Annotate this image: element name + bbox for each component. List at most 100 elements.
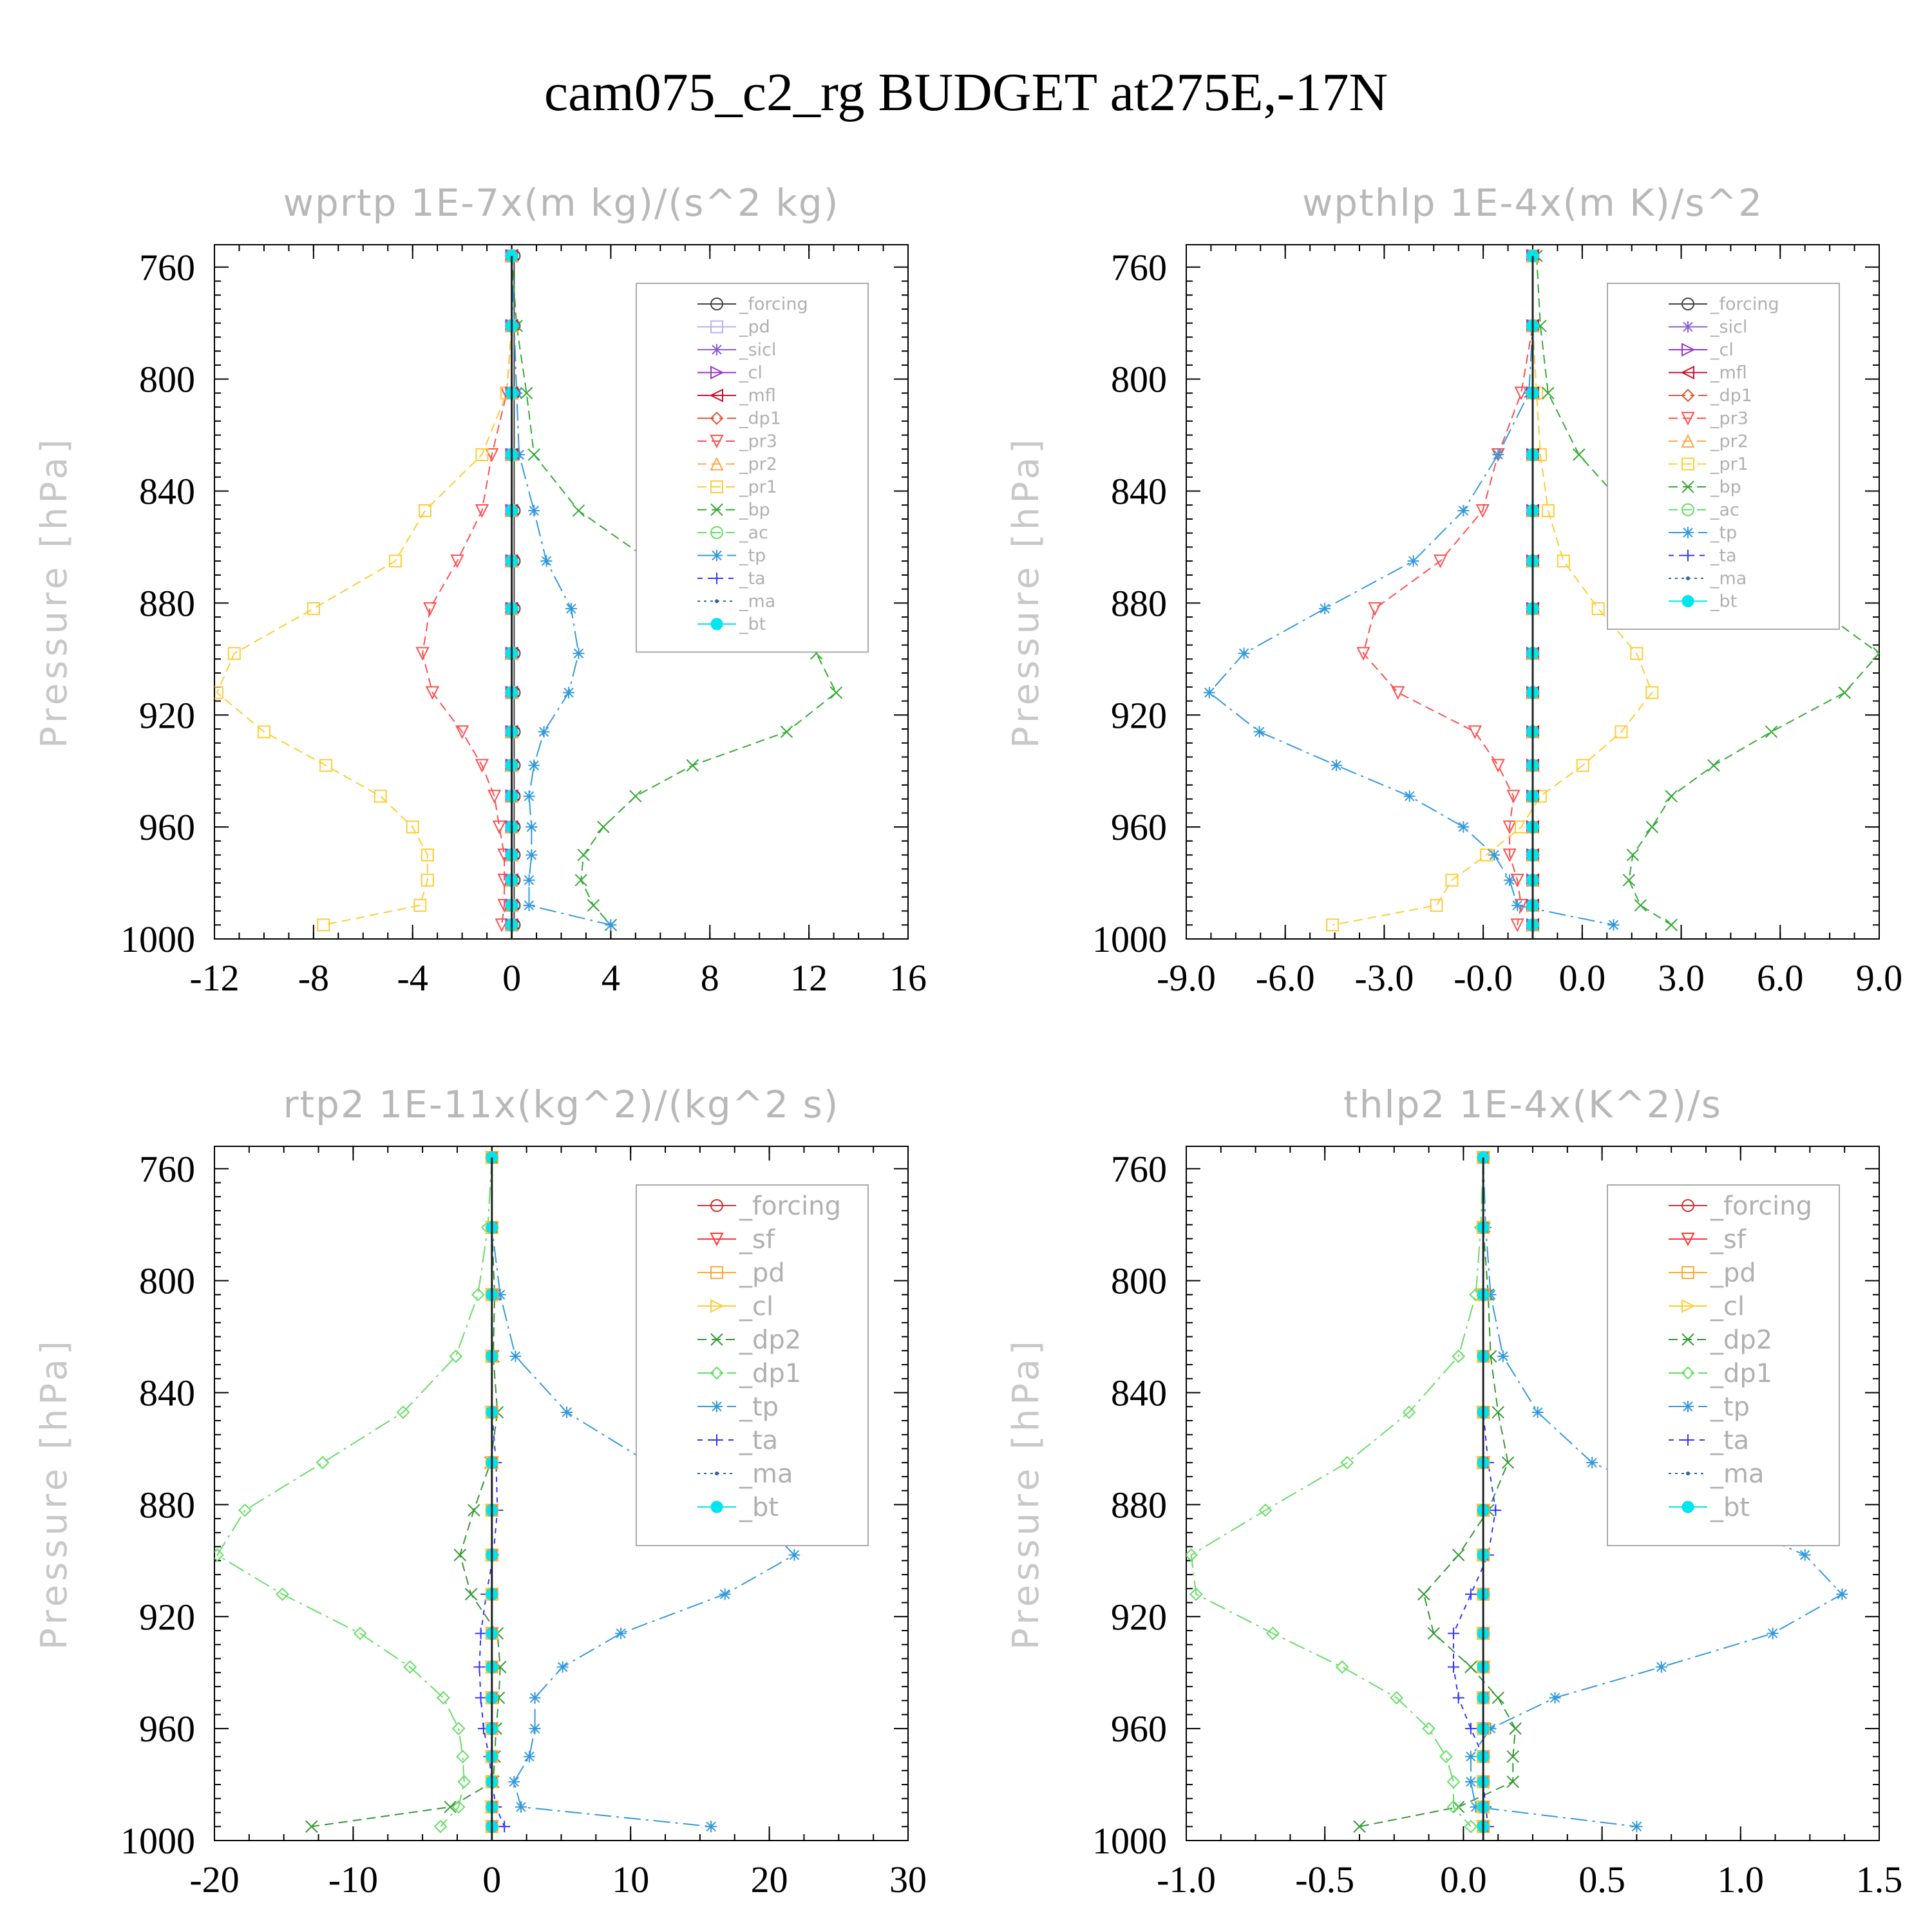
- legend-marker: [710, 1266, 723, 1279]
- data-point-tp: [523, 874, 535, 886]
- data-point-tp: [509, 1350, 522, 1363]
- data-point-ta: [473, 1661, 486, 1673]
- legend-marker: [710, 435, 724, 449]
- data-point-tp: [1586, 1457, 1598, 1469]
- legend-label-dp1: _dp1: [739, 1359, 801, 1388]
- data-point-pr3: [1368, 602, 1382, 616]
- data-point-pr1: [1430, 898, 1443, 912]
- y-tick-label: 760: [139, 247, 195, 289]
- legend-label-pd: _pd: [739, 1258, 785, 1288]
- y-tick-label: 1000: [1092, 918, 1167, 960]
- data-point-bp: [1622, 874, 1636, 887]
- legend-label-pr2: _pr2: [739, 455, 777, 475]
- data-point-ta: [1464, 1588, 1477, 1600]
- legend-label-cl: _cl: [739, 1292, 773, 1321]
- data-point-pr3: [475, 759, 489, 773]
- legend-marker: [1681, 412, 1695, 426]
- data-point-tp: [529, 1692, 541, 1704]
- y-tick-label: 760: [1111, 247, 1167, 289]
- legend-marker: [1682, 1401, 1694, 1412]
- data-point-tp: [1484, 1289, 1497, 1301]
- data-point-pr1: [1576, 759, 1589, 772]
- x-tick-label: -12: [189, 957, 239, 999]
- data-point-tp: [561, 1406, 573, 1418]
- data-point-pr1: [1326, 918, 1340, 932]
- data-point-bp: [1707, 759, 1720, 772]
- series-group: [1203, 249, 1879, 939]
- series-line-dp1: [216, 1157, 493, 1827]
- data-point-bp: [1873, 647, 1879, 660]
- data-point-tp: [573, 647, 585, 659]
- legend-label-bt: _bt: [739, 614, 766, 634]
- x-tick-label: 6.0: [1757, 957, 1804, 999]
- data-point-pr1: [374, 790, 387, 803]
- data-point-tp: [540, 555, 553, 567]
- data-point-pr3: [415, 647, 430, 661]
- data-point-dp2: [444, 1801, 457, 1814]
- data-point-bp: [629, 790, 642, 803]
- series-line-dp2: [1359, 1157, 1517, 1828]
- legend-marker: [710, 365, 724, 380]
- data-point-pr1: [475, 448, 489, 462]
- legend-marker: [1681, 388, 1695, 402]
- y-tick-label: 840: [139, 1372, 195, 1414]
- data-point-tp: [719, 1588, 731, 1600]
- legend-label-sf: _sf: [739, 1225, 775, 1255]
- x-tick-label: -3.0: [1355, 957, 1414, 999]
- data-point-dp1: [457, 1775, 471, 1789]
- data-point-tp: [1504, 874, 1516, 886]
- x-tick-label: 9.0: [1856, 957, 1903, 999]
- data-point-bp: [1665, 918, 1678, 931]
- data-point-pr3: [1506, 790, 1520, 804]
- data-point-tp: [515, 1801, 527, 1813]
- legend-label-bt: _bt: [739, 1493, 779, 1522]
- y-axis-label: Pressure [hPa]: [33, 1337, 75, 1650]
- legend-marker: [1686, 576, 1690, 580]
- data-point-tp: [538, 726, 550, 738]
- data-point-tp: [494, 1289, 506, 1301]
- data-point-bp: [572, 504, 585, 517]
- data-point-dp1: [1402, 1405, 1416, 1419]
- legend-marker: [1682, 1434, 1694, 1446]
- legend-label-ta: _ta: [1710, 1426, 1749, 1455]
- legend-marker: [1681, 1501, 1694, 1513]
- data-point-tp: [556, 1661, 569, 1673]
- x-tick-label: -1.0: [1157, 1859, 1216, 1900]
- legend-marker: [1681, 1199, 1694, 1212]
- x-tick-label: -4: [397, 957, 428, 999]
- data-point-dp2: [1492, 1406, 1504, 1419]
- data-point-bp: [577, 848, 590, 862]
- y-tick-label: 880: [139, 582, 195, 624]
- data-point-tp: [523, 1750, 535, 1763]
- data-point-tp: [1631, 1821, 1643, 1833]
- data-point-tp: [513, 449, 526, 461]
- legend-marker: [1681, 1366, 1695, 1380]
- data-point-dp1: [1439, 1750, 1453, 1764]
- data-point-pr3: [1391, 686, 1405, 700]
- legend-marker: [710, 1366, 724, 1380]
- x-tick-label: -20: [189, 1859, 239, 1900]
- panel-4: thlp2 1E-4x(K^2)/s Pressure [hPa] 760 800 84…: [1005, 1083, 1902, 1900]
- data-point-pr1: [1630, 647, 1643, 660]
- series-line-tp: [511, 256, 611, 926]
- legend-label-bt: _bt: [1710, 1493, 1750, 1522]
- data-point-dp2: [305, 1820, 318, 1833]
- legend-label-ta: _ta: [739, 1426, 778, 1455]
- data-point-tp: [1403, 790, 1416, 802]
- data-point-pr3: [475, 504, 489, 518]
- legend-label-tp: _tp: [1710, 1392, 1750, 1422]
- data-point-tp: [523, 899, 535, 911]
- data-point-pr1: [418, 504, 431, 517]
- x-tick-label: -10: [328, 1859, 378, 1900]
- legend-label-mfl: _mfl: [739, 386, 776, 406]
- figure-title: cam075_c2_rg BUDGET at275E,-17N: [544, 62, 1388, 122]
- x-tick-label: 0: [502, 957, 521, 999]
- series-group: [214, 249, 843, 939]
- legend-box: [1607, 1184, 1840, 1546]
- x-tick-label: 8: [701, 957, 719, 999]
- series-line-pr1: [216, 256, 513, 926]
- series-line-tp: [1208, 256, 1614, 926]
- legend-label-bp: _bp: [1710, 477, 1741, 497]
- data-point-dp1: [433, 1819, 448, 1833]
- data-point-tp: [1238, 647, 1250, 659]
